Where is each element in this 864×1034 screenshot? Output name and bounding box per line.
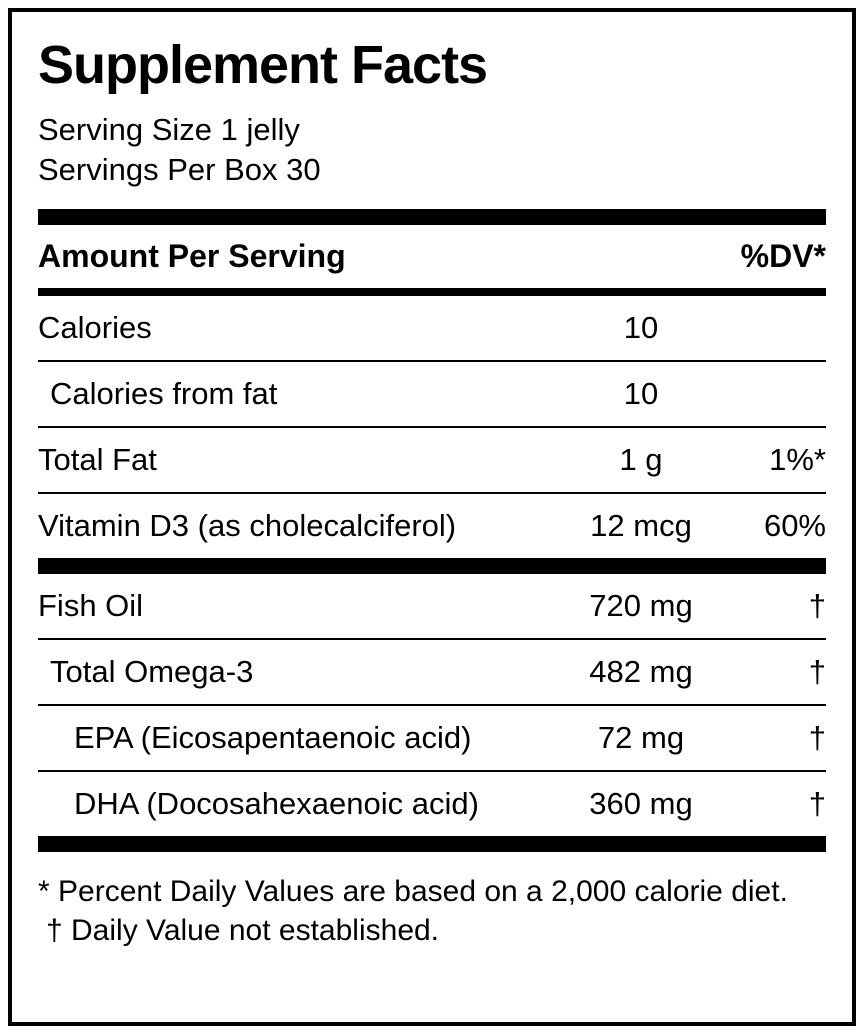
nutrient-row: EPA (Eicosapentaenoic acid) 72 mg † <box>38 706 826 770</box>
nutrient-row: DHA (Docosahexaenoic acid) 360 mg † <box>38 772 826 836</box>
daily-value-footnote: † Daily Value not established. <box>46 914 440 948</box>
nutrient-dv: † <box>808 587 826 623</box>
nutrient-amount: 360 mg <box>589 785 693 821</box>
row-divider <box>38 703 826 706</box>
row-divider <box>38 425 826 428</box>
nutrient-row: Calories 10 <box>38 296 826 360</box>
header-divider <box>38 287 826 296</box>
nutrient-dv: 1%* <box>769 441 826 477</box>
nutrient-amount: 1 g <box>619 441 663 477</box>
nutrient-amount: 72 mg <box>597 719 685 755</box>
nutrient-amount: 720 mg <box>589 587 693 623</box>
nutrient-amount: 10 <box>623 375 659 411</box>
nutrient-name: Vitamin D3 (as cholecalciferol) <box>38 507 457 543</box>
nutrient-amount: 12 mcg <box>590 507 692 543</box>
servings-per-box-line: Servings Per Box 30 <box>38 152 321 188</box>
nutrient-dv: † <box>808 719 826 755</box>
nutrient-name: Total Omega-3 <box>50 653 254 689</box>
nutrient-row: Fish Oil 720 mg † <box>38 574 826 638</box>
nutrient-dv: 60% <box>763 507 826 543</box>
percent-dv-footnote: * Percent Daily Values are based on a 2,… <box>38 874 788 908</box>
nutrient-dv: † <box>808 653 826 689</box>
nutrient-dv: † <box>808 785 826 821</box>
supplement-facts-panel: Supplement Facts Serving Size 1 jelly Se… <box>8 8 856 1026</box>
amount-per-serving-header: Amount Per Serving <box>38 237 346 274</box>
nutrient-row: Total Fat 1 g 1%* <box>38 428 826 492</box>
section-divider <box>38 557 826 574</box>
section-divider <box>38 208 826 225</box>
row-divider <box>38 359 826 362</box>
nutrient-amount: 482 mg <box>589 653 693 689</box>
table-header-row: Amount Per Serving %DV* <box>38 225 826 288</box>
footnotes: * Percent Daily Values are based on a 2,… <box>38 862 826 951</box>
percent-dv-header: %DV* <box>740 237 826 274</box>
supplement-facts-title: Supplement Facts <box>38 35 488 95</box>
nutrient-name: Calories from fat <box>50 375 278 411</box>
row-divider <box>38 637 826 640</box>
nutrient-name: Calories <box>38 309 152 345</box>
nutrient-name: DHA (Docosahexaenoic acid) <box>74 785 479 821</box>
section-divider <box>38 835 826 852</box>
nutrient-row: Vitamin D3 (as cholecalciferol) 12 mcg 6… <box>38 494 826 558</box>
nutrient-name: Fish Oil <box>38 587 144 623</box>
nutrient-row: Total Omega-3 482 mg † <box>38 640 826 704</box>
nutrient-amount: 10 <box>623 309 659 345</box>
serving-size-line: Serving Size 1 jelly <box>38 112 300 148</box>
nutrient-row: Calories from fat 10 <box>38 362 826 426</box>
nutrient-name: Total Fat <box>38 441 157 477</box>
row-divider <box>38 769 826 772</box>
row-divider <box>38 491 826 494</box>
nutrient-name: EPA (Eicosapentaenoic acid) <box>74 719 472 755</box>
